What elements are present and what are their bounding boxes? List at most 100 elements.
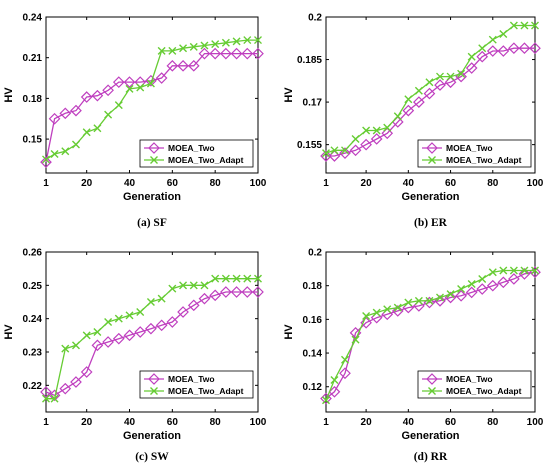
panel-er: 1 20 40 60 80 100 0.155 0.17 0.185 0.2 Generation H…	[283, 13, 544, 230]
data-point-moea-two-adapt	[322, 396, 330, 405]
data-point-moea-two	[518, 268, 531, 280]
data-point-moea-two-adapt	[157, 46, 166, 55]
legend-label: MOEA_Two_Adapt	[446, 386, 522, 396]
data-point-moea-two	[413, 96, 425, 108]
data-point-moea-two	[198, 47, 211, 60]
data-point-moea-two-adapt	[211, 274, 220, 283]
x-tick-label: 1	[43, 417, 49, 428]
data-point-moea-two-adapt	[232, 274, 241, 283]
x-tick-label: 100	[250, 417, 267, 428]
data-point-moea-two-adapt	[221, 274, 230, 283]
x-tick-label: 80	[210, 178, 222, 189]
data-point-moea-two-adapt	[436, 293, 444, 302]
data-point-moea-two-adapt	[509, 21, 518, 30]
data-point-moea-two	[40, 386, 52, 398]
data-point-moea-two	[486, 45, 499, 57]
y-tick-label: 0.14	[303, 349, 323, 360]
data-point-moea-two-adapt	[351, 134, 360, 143]
data-point-moea-two-adapt	[232, 37, 241, 46]
x-tick-label: 60	[167, 178, 179, 189]
data-point-moea-two-adapt	[393, 112, 402, 121]
data-point-moea-two	[434, 79, 446, 91]
y-tick-label: 0.22	[23, 381, 43, 392]
data-point-moea-two	[134, 326, 147, 338]
x-tick-label: 20	[81, 178, 93, 189]
data-point-moea-two-adapt	[330, 376, 339, 384]
x-tick-label: 1	[43, 178, 49, 189]
data-point-moea-two	[112, 332, 125, 345]
x-axis-label: Generation	[401, 191, 459, 203]
data-point-moea-two-adapt	[341, 355, 349, 364]
data-point-moea-two	[209, 47, 222, 60]
data-point-moea-two-adapt	[146, 298, 155, 306]
data-point-moea-two	[444, 76, 457, 89]
data-point-moea-two-adapt	[322, 149, 330, 158]
data-point-moea-two	[465, 62, 478, 74]
data-point-moea-two	[476, 283, 489, 295]
x-tick-label: 60	[167, 417, 179, 428]
data-point-moea-two	[497, 45, 510, 57]
data-point-moea-two	[328, 385, 341, 398]
data-point-moea-two-adapt	[383, 123, 392, 132]
data-point-moea-two	[48, 389, 61, 402]
data-point-moea-two-adapt	[457, 69, 466, 78]
data-point-moea-two	[102, 336, 114, 348]
data-point-moea-two-adapt	[211, 40, 220, 49]
data-point-moea-two	[187, 299, 200, 312]
legend-box	[417, 139, 532, 168]
panel-sf: 1 20 40 60 80 100 0.15 0.18 0.21 0.24 Generation HV…	[3, 13, 267, 230]
data-point-moea-two-adapt	[467, 52, 476, 61]
legend-marker-x	[150, 387, 158, 395]
data-point-moea-two-adapt	[425, 78, 434, 87]
data-point-moea-two	[155, 319, 168, 332]
plot-frame	[45, 16, 259, 174]
legend-label: MOEA_Two_Adapt	[168, 155, 244, 165]
data-point-moea-two-adapt	[446, 72, 455, 81]
data-point-moea-two-adapt	[383, 305, 392, 314]
data-point-moea-two-adapt	[136, 83, 145, 92]
legend-label: MOEA_Two	[168, 374, 215, 384]
data-point-moea-two	[220, 286, 232, 298]
data-point-moea-two-adapt	[488, 35, 497, 44]
data-point-moea-two-adapt	[200, 281, 209, 290]
legend-marker-x	[150, 156, 158, 164]
y-tick-label: 0.2	[308, 13, 322, 24]
y-tick-label: 0.155	[297, 140, 322, 151]
data-point-moea-two-adapt	[425, 296, 434, 305]
data-point-moea-two-adapt	[446, 290, 455, 299]
legend-box	[417, 370, 532, 399]
panel-caption: (c) SW	[135, 451, 169, 463]
data-point-moea-two-adapt	[362, 126, 371, 135]
data-point-moea-two	[360, 316, 372, 329]
legend-marker-diamond	[426, 373, 438, 385]
y-tick-label: 0.185	[297, 55, 322, 66]
data-point-moea-two-adapt	[104, 318, 113, 326]
data-point-moea-two	[476, 50, 489, 63]
legend-box	[139, 370, 254, 399]
data-point-moea-two-adapt	[168, 284, 177, 293]
data-point-moea-two-adapt	[104, 110, 113, 119]
data-point-moea-two	[80, 91, 93, 103]
x-tick-label: 20	[361, 417, 373, 428]
data-point-moea-two	[177, 306, 189, 318]
y-axis-label: HV	[3, 87, 15, 103]
data-point-moea-two-adapt	[221, 38, 230, 47]
data-point-moea-two-adapt	[50, 394, 59, 403]
panel-sw: 1 20 40 60 80 100 0.22 0.23 0.24 0.25 0.26 Generati…	[3, 248, 267, 464]
data-point-moea-two	[166, 316, 179, 328]
data-point-moea-two	[370, 133, 383, 145]
data-point-moea-two-adapt	[254, 274, 262, 283]
data-point-moea-two-adapt	[61, 344, 70, 353]
y-tick-label: 0.17	[303, 98, 323, 109]
y-tick-label: 0.24	[23, 314, 43, 325]
data-point-moea-two-adapt	[179, 281, 188, 290]
y-tick-label: 0.16	[303, 315, 323, 326]
y-tick-label: 0.25	[23, 281, 43, 292]
data-point-moea-two	[252, 47, 264, 60]
y-tick-label: 0.24	[23, 13, 43, 24]
y-tick-label: 0.26	[23, 248, 43, 259]
x-tick-label: 60	[445, 178, 457, 189]
data-point-moea-two-adapt	[82, 331, 91, 340]
data-point-moea-two-adapt	[254, 36, 262, 45]
